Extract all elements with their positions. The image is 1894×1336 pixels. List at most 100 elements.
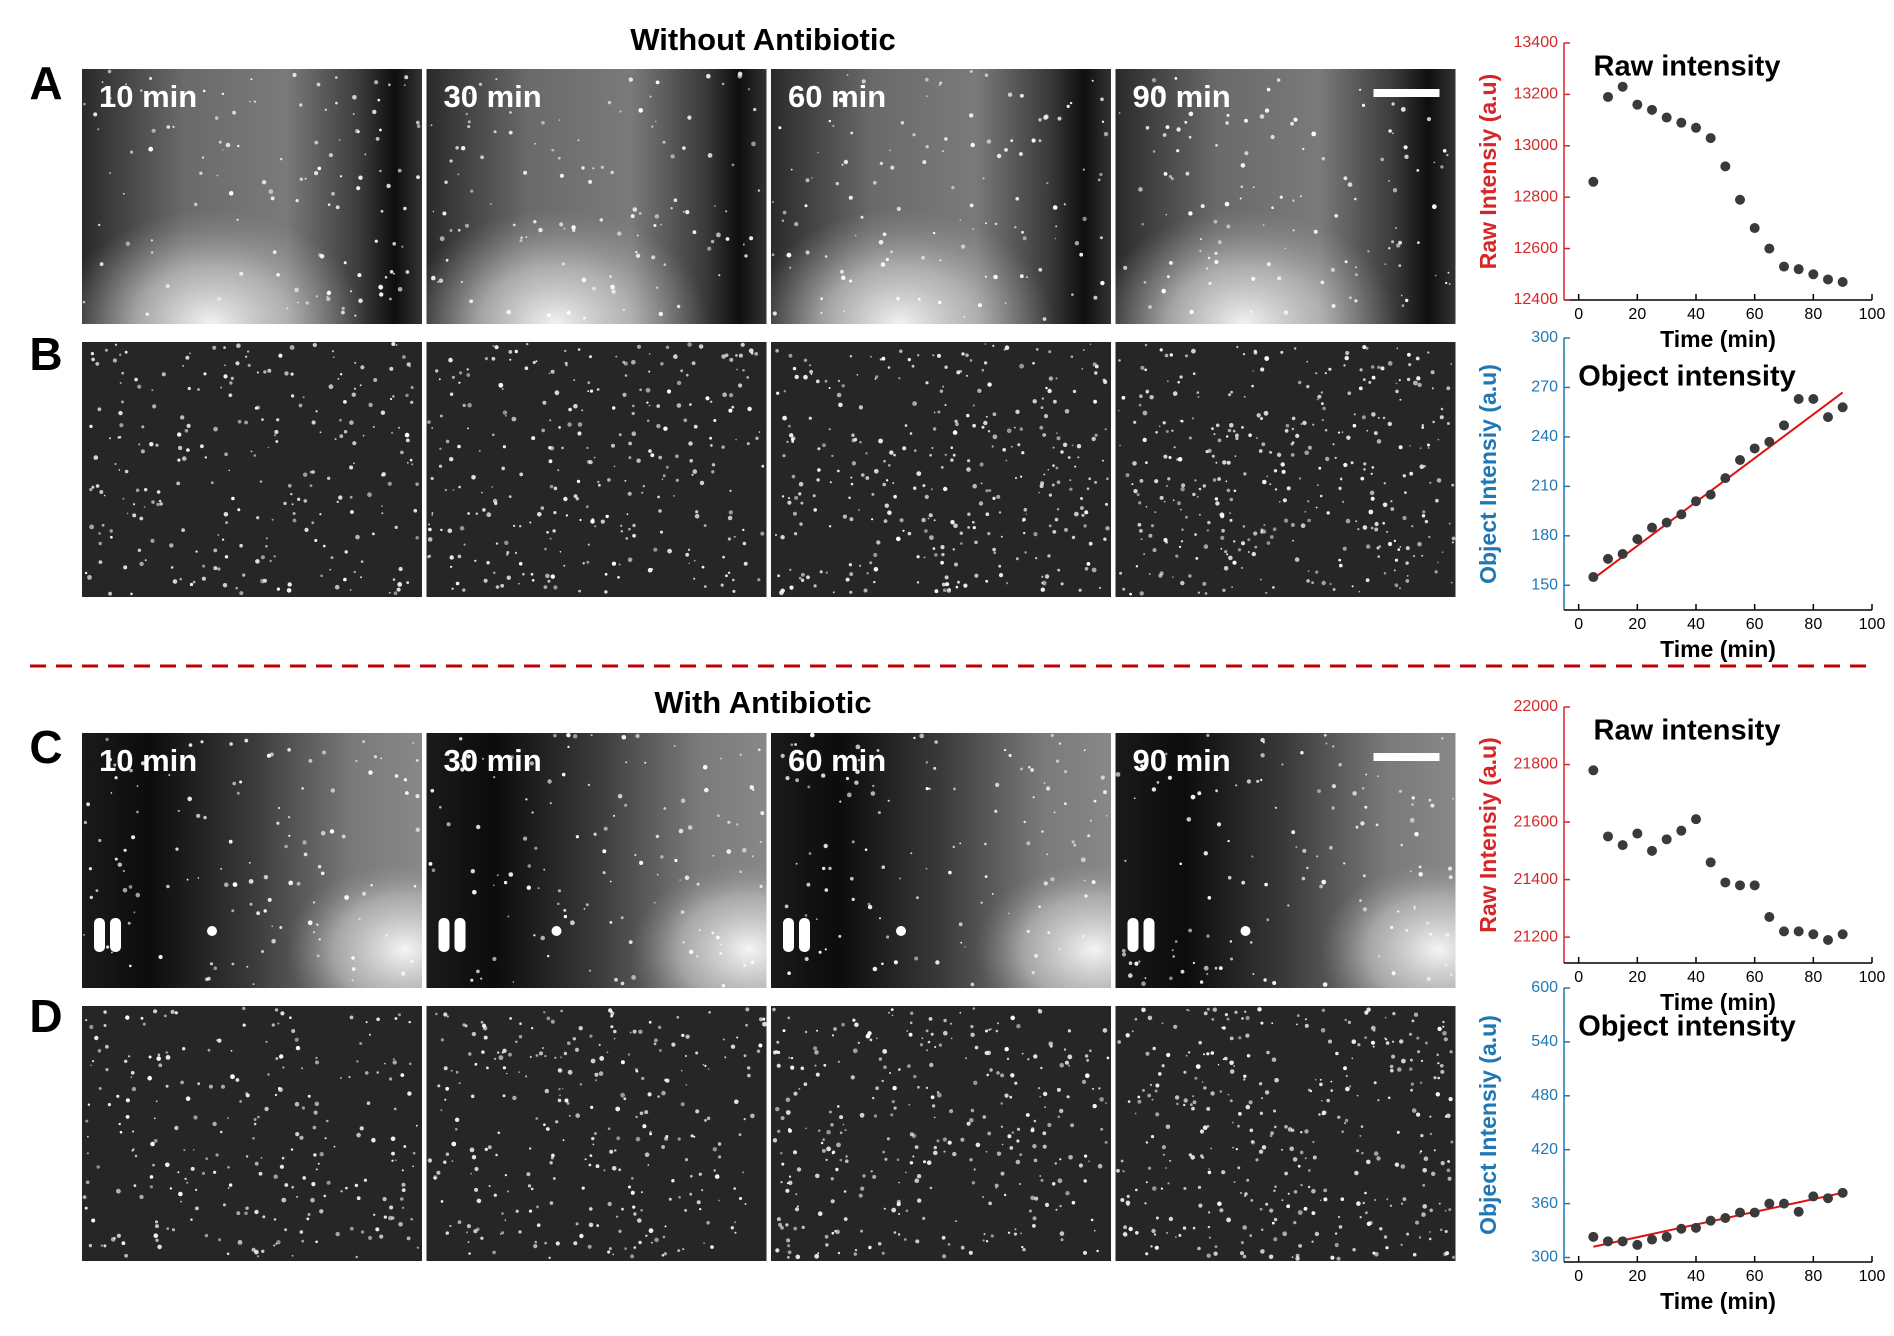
- particle: [993, 275, 998, 280]
- particle: [889, 1072, 891, 1074]
- particle: [1399, 587, 1401, 589]
- particle: [394, 1108, 397, 1111]
- particle: [269, 189, 274, 194]
- particle: [663, 141, 666, 144]
- particle: [837, 470, 840, 473]
- particle: [568, 408, 572, 412]
- particle: [315, 1060, 319, 1064]
- particle: [1442, 1021, 1444, 1023]
- particle: [1051, 734, 1054, 737]
- particle: [1135, 1018, 1138, 1021]
- particle: [264, 909, 267, 912]
- particle: [1197, 791, 1201, 795]
- particle: [980, 462, 984, 466]
- particle: [1219, 966, 1223, 970]
- particle: [1316, 855, 1318, 857]
- particle: [273, 250, 277, 254]
- particle: [1021, 1246, 1023, 1248]
- particle: [150, 1175, 154, 1179]
- particle: [149, 1056, 152, 1059]
- particle: [891, 1008, 894, 1011]
- particle: [1100, 236, 1103, 239]
- particle: [150, 1142, 155, 1147]
- particle: [729, 510, 733, 514]
- particle: [1085, 567, 1089, 571]
- particle: [914, 957, 918, 961]
- particle: [1259, 449, 1263, 453]
- particle: [313, 931, 315, 933]
- particle: [544, 1055, 546, 1057]
- particle: [552, 529, 555, 532]
- particle: [254, 1210, 258, 1214]
- particle: [1260, 1022, 1263, 1025]
- particle: [929, 1063, 933, 1067]
- particle: [1015, 477, 1017, 479]
- x-axis-label: Time (min): [1660, 326, 1776, 352]
- particle: [364, 1179, 367, 1182]
- particle: [1416, 376, 1420, 380]
- particle: [474, 1167, 478, 1171]
- particle: [1228, 393, 1231, 396]
- particle: [1269, 483, 1271, 485]
- particle: [1450, 1141, 1453, 1144]
- particle: [922, 160, 926, 164]
- micrograph: [427, 342, 767, 597]
- particle: [137, 385, 141, 389]
- particle: [1260, 367, 1264, 371]
- particle: [712, 463, 715, 466]
- particle: [368, 1236, 372, 1240]
- particle: [787, 1182, 789, 1184]
- particle: [1163, 538, 1167, 542]
- particle: [545, 1089, 549, 1093]
- y-tick-label: 300: [1531, 329, 1558, 346]
- particle: [801, 579, 804, 582]
- particle: [233, 882, 238, 887]
- particle: [1417, 542, 1422, 547]
- particle: [357, 273, 361, 277]
- particle: [437, 281, 439, 283]
- particle: [693, 469, 698, 474]
- particle: [905, 424, 908, 427]
- data-point: [1764, 1199, 1774, 1209]
- particle: [889, 450, 893, 454]
- y-tick-label: 21200: [1514, 928, 1559, 945]
- particle: [760, 885, 763, 888]
- image-bg: [82, 1006, 422, 1261]
- particle: [196, 814, 200, 818]
- particle: [178, 810, 180, 812]
- particle: [789, 569, 791, 571]
- particle: [335, 76, 338, 79]
- particle: [1217, 477, 1221, 481]
- particle: [1056, 432, 1058, 434]
- particle: [486, 1067, 489, 1070]
- particle: [959, 1012, 961, 1014]
- particle: [466, 1231, 468, 1233]
- particle: [171, 1010, 175, 1014]
- particle: [295, 1038, 299, 1042]
- particle: [1294, 1190, 1298, 1194]
- particle: [873, 581, 875, 583]
- particle: [529, 1147, 531, 1149]
- particle: [1218, 1064, 1220, 1066]
- particle: [496, 542, 498, 544]
- particle: [1196, 1064, 1201, 1069]
- particle: [1241, 567, 1243, 569]
- particle: [156, 503, 159, 506]
- y-tick-label: 12600: [1514, 240, 1559, 257]
- particle: [1088, 1160, 1090, 1162]
- particle: [529, 1210, 532, 1213]
- particle: [776, 392, 779, 395]
- particle: [411, 463, 413, 465]
- particle: [1412, 1020, 1415, 1023]
- particle: [1135, 1113, 1137, 1115]
- particle: [1083, 1251, 1087, 1255]
- particle: [749, 348, 754, 353]
- particle: [401, 971, 406, 976]
- particle: [467, 368, 469, 370]
- particle: [843, 1124, 845, 1126]
- particle: [166, 1085, 169, 1088]
- particle: [312, 420, 316, 424]
- particle: [600, 218, 604, 222]
- particle: [301, 787, 304, 790]
- particle: [1395, 227, 1397, 229]
